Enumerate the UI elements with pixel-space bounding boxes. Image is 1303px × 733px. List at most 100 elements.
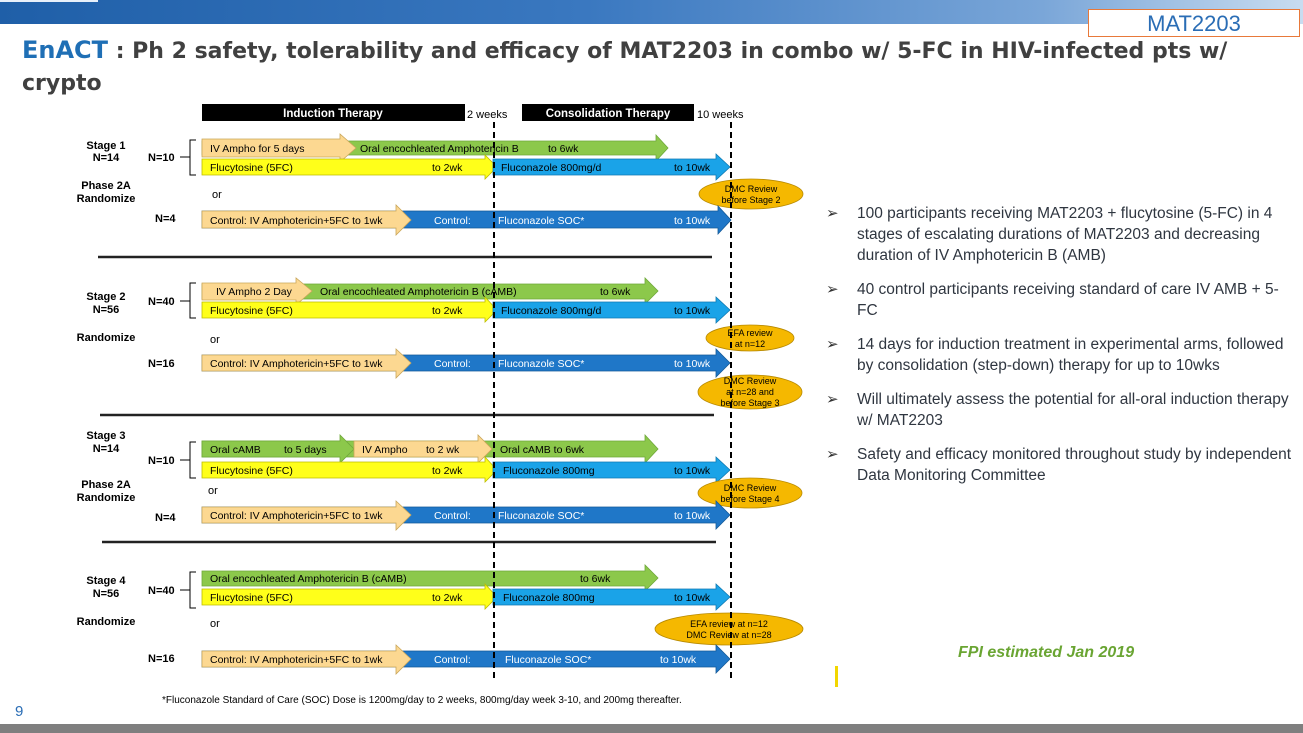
stage2-randomize: Randomize <box>77 332 136 344</box>
stage1-blue-text-1: Fluconazole 800mg/d <box>501 162 602 174</box>
stage1-ctrl-text-2: Control: <box>434 215 471 227</box>
stage2-exp-n: N=40 <box>148 296 175 308</box>
stage3-phase: Phase 2A <box>81 479 131 491</box>
induction-label: Induction Therapy <box>283 108 383 120</box>
stage4-green-text-2: to 6wk <box>580 573 611 585</box>
stage4-or: or <box>210 618 220 630</box>
stage3-review-2: before Stage 4 <box>720 494 779 504</box>
stage2-bracket <box>180 282 196 319</box>
stage1-green-text-1: IV Ampho for 5 days <box>210 143 305 155</box>
stage3-green-text-3: IV Ampho <box>362 444 408 456</box>
fpi-note: FPI estimated Jan 2019 <box>958 644 1135 661</box>
stage4-ctrl-text-1: Control: IV Amphotericin+5FC to 1wk <box>210 654 383 666</box>
stage4-ctrl-text-2: Control: <box>434 654 471 666</box>
stage3-exp-n: N=10 <box>148 455 175 467</box>
stage3-ctrl-n: N=4 <box>155 512 176 524</box>
stage3-blue-arrow <box>492 456 731 484</box>
stage4-review-2: DMC Review at n=28 <box>686 630 771 640</box>
ten-weeks-label: 10 weeks <box>697 109 744 121</box>
key-point-text: Will ultimately assess the potential for… <box>857 391 1289 429</box>
stage2-or: or <box>210 334 220 346</box>
stage4-green-text-1: Oral encochleated Amphotericin B (cAMB) <box>210 573 407 585</box>
stage1-blue-arrow <box>492 153 731 181</box>
stage4-review-1: EFA review at n=12 <box>690 619 768 629</box>
consolidation-header-bar <box>522 104 694 121</box>
title-text: : Ph 2 safety, tolerability and efficacy… <box>22 39 1228 96</box>
stage3-green-text-5: Oral cAMB to 6wk <box>500 444 585 456</box>
stage1-yellow-text-2: to 2wk <box>432 162 463 174</box>
stage2-blue-arrow <box>492 296 731 324</box>
stage4-blue-text-1: Fluconazole 800mg <box>503 592 595 604</box>
stage4-n: N=56 <box>93 588 120 600</box>
stage4-yellow-text-1: Flucytosine (5FC) <box>210 592 293 604</box>
stage3-green-text-1: Oral cAMB <box>210 444 261 456</box>
induction-header-bar <box>202 104 465 121</box>
stage2-review-b-3: before Stage 3 <box>720 398 779 408</box>
stage3-yellow-text-1: Flucytosine (5FC) <box>210 465 293 477</box>
stage1-ctrl-n: N=4 <box>155 213 176 225</box>
header-accent-line <box>0 0 98 2</box>
stage2-ctrl-arrow <box>201 348 412 379</box>
stage3-blue-text-1: Fluconazole 800mg <box>503 465 595 477</box>
header-bar <box>0 0 1303 24</box>
stage3-camb-arrow <box>201 434 355 464</box>
stage3-randomize: Randomize <box>77 492 136 504</box>
study-design-diagram: Induction Therapy 2 weeks Consolidation … <box>77 104 804 706</box>
stage4-review-oval <box>654 612 804 646</box>
stage2-green-text-3: to 6wk <box>600 286 631 298</box>
stage2-review-a-2: at n=12 <box>735 339 765 349</box>
stage1-green-text-3: to 6wk <box>548 143 579 155</box>
stage3-ivampho-arrow <box>353 434 493 464</box>
stage1-yellow-text-1: Flucytosine (5FC) <box>210 162 293 174</box>
stage1-ctrl-arrow <box>201 204 412 236</box>
stage3-review-oval <box>697 477 803 509</box>
stage3-ctrl-arrow <box>201 500 412 531</box>
key-point-text: Safety and efficacy monitored throughout… <box>857 446 1292 484</box>
stage2-dmc-oval <box>697 374 803 410</box>
footnote: *Fluconazole Standard of Care (SOC) Dose… <box>162 695 682 706</box>
key-points-list: ➢ 100 participants receiving MAT2203 + fl… <box>826 203 1291 499</box>
stage4-ctrl-n: N=16 <box>148 653 175 665</box>
stage1-ivampho-arrow <box>201 133 357 163</box>
stage2-ctrl-text-2: Control: <box>434 358 471 370</box>
key-point-text: 14 days for induction treatment in exper… <box>857 336 1284 374</box>
title-accent: EnACT <box>22 36 109 64</box>
product-badge: MAT2203 <box>1088 9 1300 37</box>
stage4-yellow-arrow <box>201 582 498 610</box>
stage1-review-oval <box>698 178 804 210</box>
stage4-label: Stage 4 <box>86 575 126 587</box>
stage1-exp-n: N=10 <box>148 152 175 164</box>
stage1-green-text-2: Oral encochleated Amphotericin B <box>360 143 519 155</box>
stage3-ctrl-text-2: Control: <box>434 510 471 522</box>
key-point: ➢ 40 control participants receiving stand… <box>826 279 1291 321</box>
stage4-green-arrow <box>201 564 659 592</box>
stage4-blue-text-2: to 10wk <box>674 592 711 604</box>
stage1-blue-text-2: to 10wk <box>674 162 711 174</box>
stage3-ctrl-text-3: Fluconazole SOC* <box>498 510 584 522</box>
stage1-yellow-arrow <box>201 154 498 180</box>
stage1-label: Stage 1 <box>86 140 125 152</box>
stage2-efa-oval <box>705 324 795 352</box>
stage2-blue-text-2: to 10wk <box>674 305 711 317</box>
stage2-ctrl-text-3: Fluconazole SOC* <box>498 358 584 370</box>
stage4-exp-n: N=40 <box>148 585 175 597</box>
stage4-ctrl-text-3: Fluconazole SOC* <box>505 654 591 666</box>
stage2-ivampho-arrow <box>201 277 313 306</box>
bullet-arrow-icon: ➢ <box>826 391 839 408</box>
stage2-ctrl-n: N=16 <box>148 358 175 370</box>
stage3-yellow-text-2: to 2wk <box>432 465 463 477</box>
stage2-green-text-1: IV Ampho 2 Day <box>216 286 293 298</box>
bullet-arrow-icon: ➢ <box>826 281 839 298</box>
footer-bar <box>0 724 1303 733</box>
stage1-ctrl-text-4: to 10wk <box>674 215 711 227</box>
stage3-ctrl-text-4: to 10wk <box>674 510 711 522</box>
stage2-ctrl-text-1: Control: IV Amphotericin+5FC to 1wk <box>210 358 383 370</box>
key-point: ➢ 14 days for induction treatment in expe… <box>826 334 1291 376</box>
stage1-ctrl-text-3: Fluconazole SOC* <box>498 215 584 227</box>
stage2-yellow-text-2: to 2wk <box>432 305 463 317</box>
stage4-bracket <box>180 571 196 609</box>
stage3-green-text-2: to 5 days <box>284 444 327 456</box>
slide-title: EnACT : Ph 2 safety, tolerability and ef… <box>22 34 1252 100</box>
stage2-blue-text-1: Fluconazole 800mg/d <box>501 305 602 317</box>
stage1-review-2: before Stage 2 <box>721 195 780 205</box>
